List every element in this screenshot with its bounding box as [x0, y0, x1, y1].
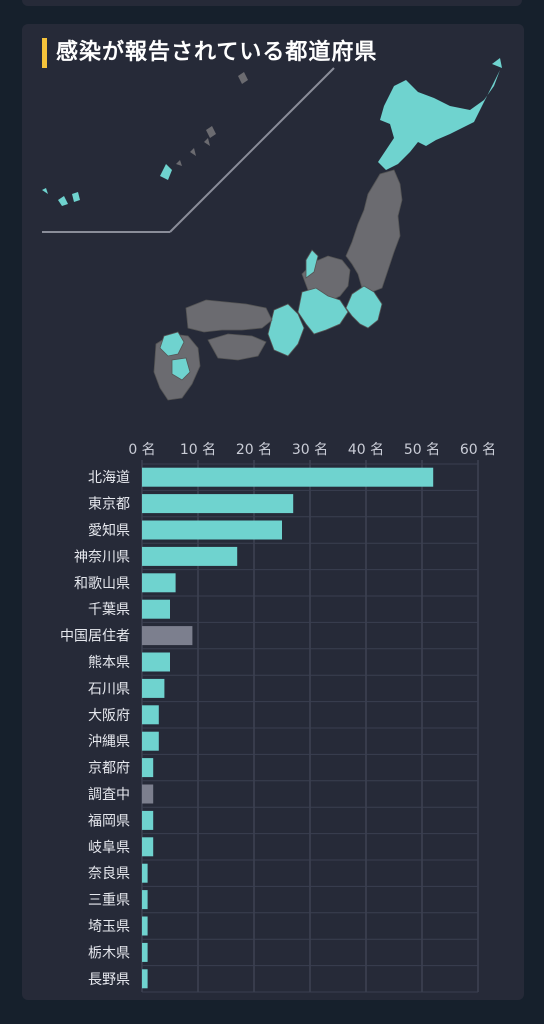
inset-divider-diag: [169, 67, 335, 233]
x-tick-label: 50 名: [404, 442, 440, 458]
category-label: 熊本県: [88, 655, 130, 671]
region-tohoku: [345, 169, 403, 293]
bar: [142, 916, 148, 936]
title-accent-bar: [42, 38, 47, 68]
region-okinawa: [42, 72, 248, 206]
region-shikoku: [207, 333, 267, 361]
region-kanto: [345, 285, 383, 329]
x-tick-label: 10 名: [180, 442, 216, 458]
category-label: 石川県: [88, 681, 130, 697]
category-label: 沖縄県: [88, 734, 130, 750]
bar: [142, 890, 148, 910]
category-label: 東京都: [88, 497, 130, 513]
x-tick-label: 20 名: [236, 442, 272, 458]
bar: [142, 969, 148, 989]
prefecture-card: 感染が報告されている都道府県: [22, 24, 524, 1000]
category-label: 三重県: [88, 893, 130, 909]
bar: [142, 599, 170, 619]
bar: [142, 520, 282, 540]
category-label: 長野県: [88, 972, 130, 988]
previous-card-edge: [22, 0, 522, 6]
category-label: 栃木県: [88, 945, 130, 961]
bar: [142, 705, 159, 725]
bar: [142, 467, 434, 487]
category-label: 京都府: [88, 761, 130, 777]
bar: [142, 652, 170, 672]
x-tick-label: 60 名: [460, 442, 496, 458]
card-title: 感染が報告されている都道府県: [56, 40, 378, 65]
x-tick-label: 0 名: [128, 442, 155, 458]
bar: [142, 810, 154, 830]
bar: [142, 784, 154, 804]
bar: [142, 863, 148, 883]
region-chugoku: [185, 299, 273, 333]
region-kyushu-infected: [159, 331, 185, 357]
bar: [142, 758, 154, 778]
category-label: 中国居住者: [60, 629, 130, 645]
category-label: 奈良県: [88, 866, 130, 882]
category-label: 福岡県: [88, 813, 130, 829]
category-label: 神奈川県: [74, 549, 130, 565]
category-label: 調査中: [88, 787, 130, 803]
category-label: 岐阜県: [88, 839, 130, 856]
x-tick-label: 40 名: [348, 442, 384, 458]
japan-map: [42, 58, 502, 401]
bar: [142, 546, 238, 566]
bar: [142, 573, 176, 593]
bar-chart: 0 名 10 名 20 名 30 名 40 名 50 名 60 名北海道東京都愛知県神奈川県…: [60, 442, 496, 993]
x-tick-label: 30 名: [292, 442, 328, 458]
category-label: 北海道: [88, 470, 130, 486]
category-label: 大阪府: [88, 708, 130, 724]
bar: [142, 626, 193, 646]
region-kinki: [267, 303, 305, 357]
bar: [142, 837, 154, 857]
bar: [142, 494, 294, 514]
category-label: 埼玉県: [88, 919, 130, 935]
region-hokkaido: [378, 70, 500, 170]
category-label: 千葉県: [88, 602, 130, 618]
bar: [142, 942, 148, 962]
bar: [142, 731, 159, 751]
category-label: 愛知県: [88, 522, 130, 539]
region-chubu-infected: [297, 287, 349, 335]
category-label: 和歌山県: [74, 576, 130, 592]
bar: [142, 678, 165, 698]
